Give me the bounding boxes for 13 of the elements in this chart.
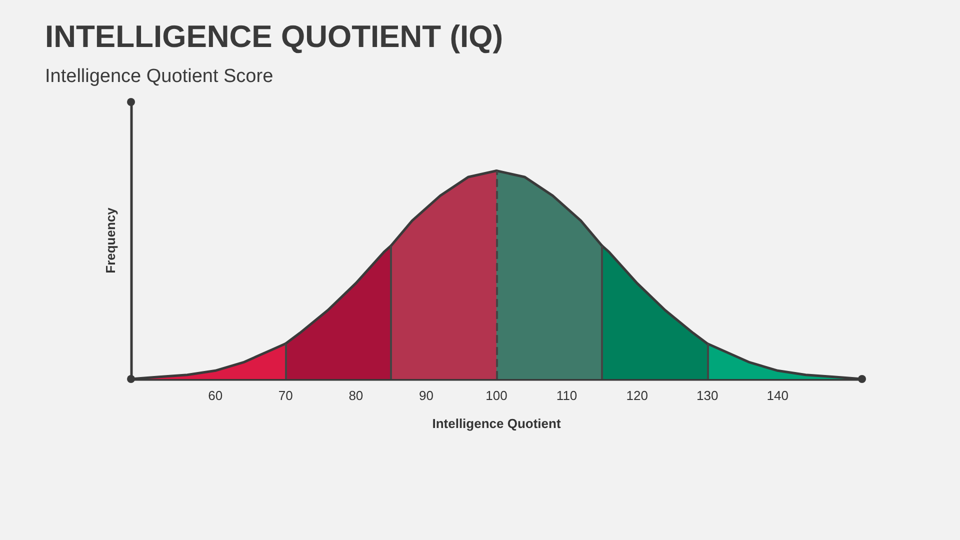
chart-subtitle: Intelligence Quotient Score [45,66,274,87]
x-tick-label: 140 [766,388,789,403]
chart-title: INTELLIGENCE QUOTIENT (IQ) [45,19,504,54]
y-axis-title: Frequency [103,206,118,274]
x-tick-label: 60 [208,388,223,403]
x-tick-label: 80 [348,388,364,403]
x-axis-title: Intelligence Quotient [432,416,562,431]
x-tick-label: 130 [696,388,718,403]
x-tick-label: 70 [278,388,293,403]
x-tick-label: 100 [486,388,508,403]
x-tick-label: 90 [418,388,434,403]
x-tick-label: 120 [626,388,648,403]
x-tick-label: 110 [556,388,578,403]
